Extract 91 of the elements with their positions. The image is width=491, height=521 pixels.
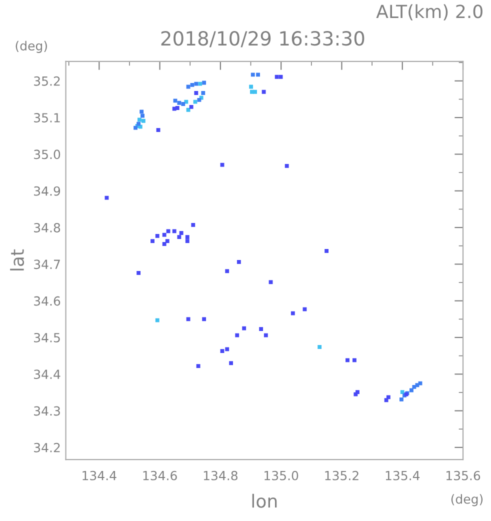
point <box>179 231 184 235</box>
point <box>229 361 234 366</box>
point <box>202 317 206 322</box>
point <box>198 82 202 86</box>
y-tick-label: 34.2 <box>34 442 60 452</box>
text: (deg) <box>451 494 483 506</box>
point <box>268 280 273 284</box>
point <box>186 108 190 112</box>
x-tick-label: 134.4 <box>82 470 116 480</box>
point <box>141 118 146 123</box>
point <box>140 114 144 118</box>
point <box>138 118 142 122</box>
y-tick-label: 34.3 <box>34 406 60 416</box>
point <box>262 90 266 94</box>
point <box>186 84 190 89</box>
point <box>290 311 295 316</box>
point <box>264 333 268 338</box>
point <box>201 91 206 95</box>
y-tick-label: 34.7 <box>34 260 60 270</box>
point <box>400 390 404 394</box>
point <box>256 72 260 77</box>
text: ALT(km) 2.0 <box>376 4 482 20</box>
y-axis-title: lat <box>10 249 24 270</box>
point <box>155 318 160 322</box>
y-tick-label: 34.9 <box>34 186 60 196</box>
y-tick-label: 35.0 <box>34 150 60 160</box>
chart-title: 2018/10/29 16:33:30 <box>161 31 364 48</box>
x-axis-title: lon <box>252 494 277 508</box>
point <box>140 110 144 114</box>
point <box>181 102 186 106</box>
point <box>249 84 254 89</box>
point <box>412 384 416 389</box>
y-tick-label: 35.2 <box>34 76 60 86</box>
point <box>324 249 329 253</box>
point <box>185 235 190 240</box>
point <box>194 82 198 86</box>
point <box>235 333 240 338</box>
x-tick-label: 135.0 <box>264 470 298 480</box>
point <box>386 395 390 400</box>
y-tick-label: 35.1 <box>34 113 60 122</box>
point <box>259 327 264 332</box>
y-tick-label: 34.8 <box>34 222 60 232</box>
x-tick-label: 135.4 <box>386 470 420 480</box>
point <box>278 74 283 79</box>
point <box>104 196 109 200</box>
point <box>236 260 241 264</box>
point <box>177 100 182 105</box>
point <box>253 90 257 94</box>
point <box>166 229 170 234</box>
point <box>177 235 182 240</box>
text: (deg) <box>16 40 47 53</box>
x-tick-label: 135.2 <box>325 470 358 480</box>
point <box>274 74 279 79</box>
point <box>352 358 356 362</box>
point <box>190 82 194 87</box>
point <box>175 106 180 110</box>
point <box>189 104 194 109</box>
x-tick-label: 134.8 <box>204 470 238 480</box>
point <box>185 239 190 244</box>
point <box>220 162 224 167</box>
point <box>220 349 224 353</box>
point <box>136 122 141 126</box>
point <box>165 239 170 244</box>
x-tick-label: 134.6 <box>143 470 177 480</box>
point <box>156 128 160 132</box>
point <box>150 239 154 244</box>
point <box>202 80 206 85</box>
point <box>197 98 202 102</box>
point <box>318 345 322 349</box>
point <box>136 270 141 275</box>
point <box>191 222 196 227</box>
point <box>242 326 246 330</box>
x-tick-label: 135.6 <box>446 470 480 480</box>
point <box>284 164 289 168</box>
y-tick-label: 34.5 <box>34 332 60 342</box>
point <box>225 269 230 274</box>
point <box>196 364 200 368</box>
point <box>162 242 166 246</box>
y-tick-label: 34.6 <box>34 296 60 306</box>
point <box>399 397 404 402</box>
point <box>250 72 255 77</box>
point <box>172 229 176 234</box>
point <box>173 98 178 103</box>
y-tick-label: 34.4 <box>34 370 60 380</box>
point <box>193 100 198 104</box>
point <box>162 232 166 237</box>
point <box>155 234 160 238</box>
point <box>194 91 198 95</box>
point <box>346 358 350 362</box>
point <box>225 347 230 352</box>
point <box>186 317 190 322</box>
